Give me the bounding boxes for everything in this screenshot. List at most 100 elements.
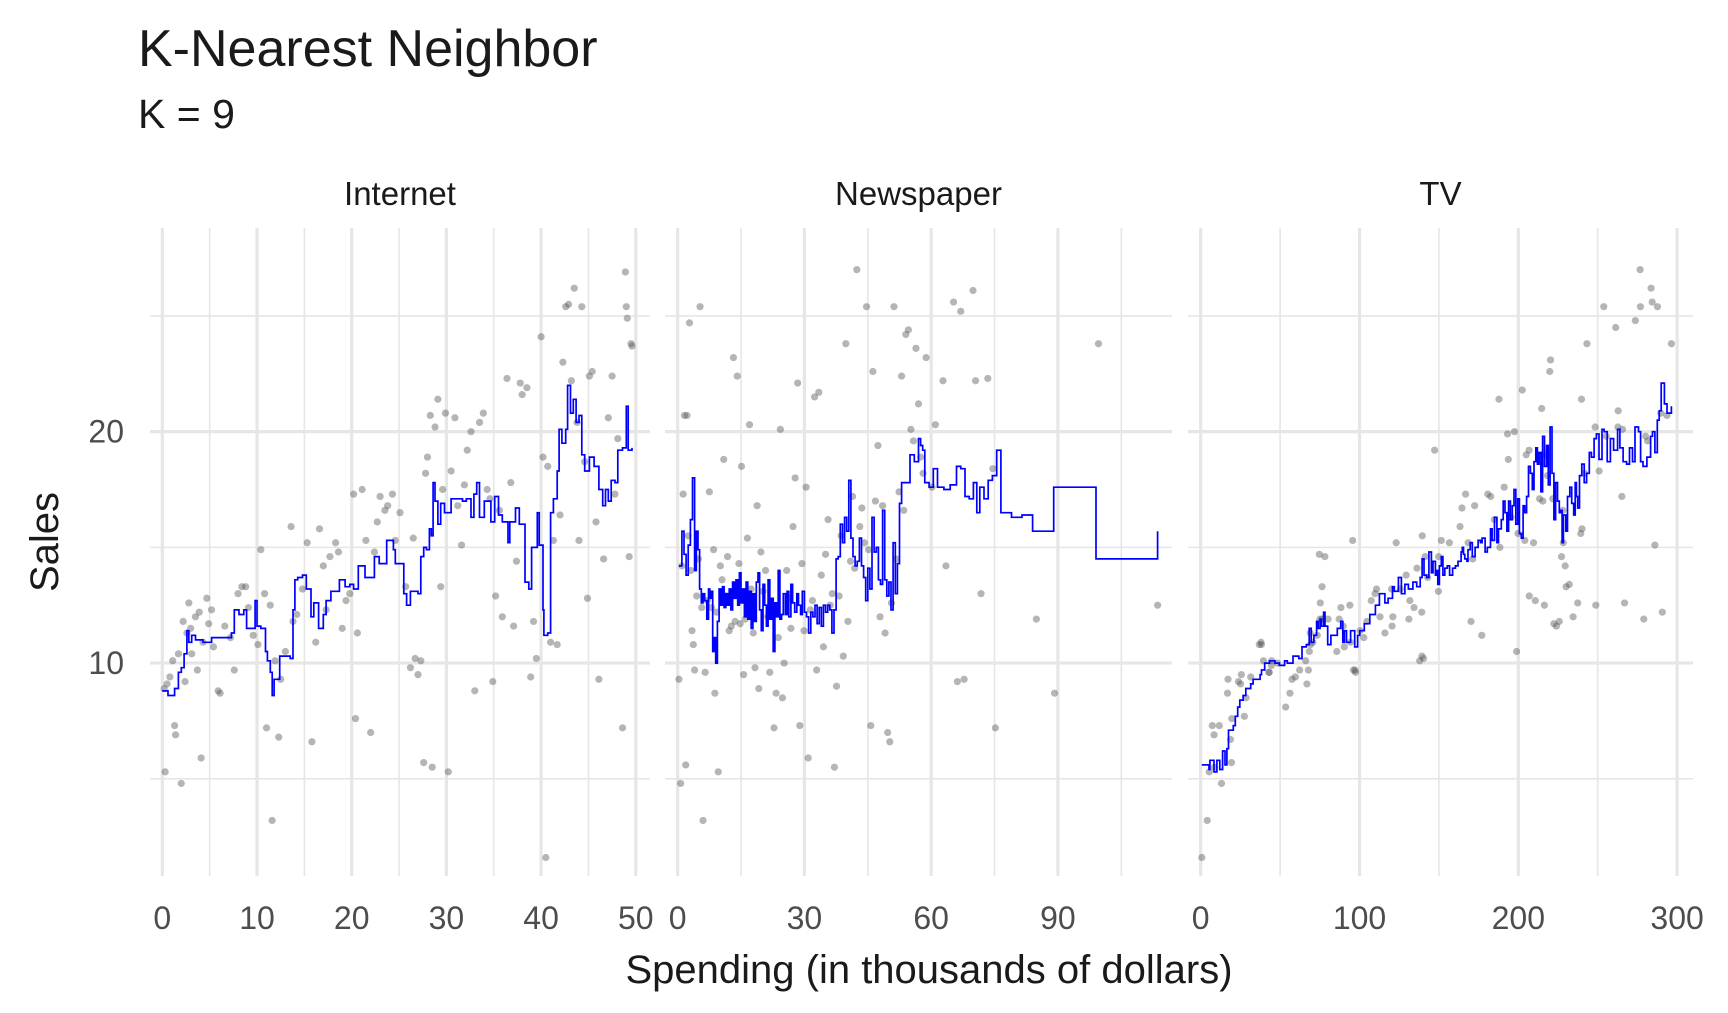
- data-point: [1437, 536, 1445, 545]
- data-point: [1316, 599, 1324, 607]
- data-point: [431, 423, 439, 431]
- data-point: [725, 627, 733, 635]
- data-point: [774, 634, 782, 642]
- data-point: [1653, 303, 1662, 311]
- data-point: [471, 687, 479, 695]
- data-point: [969, 286, 977, 295]
- x-tick-label: 200: [1492, 900, 1545, 936]
- data-point: [439, 485, 447, 494]
- data-point: [878, 502, 887, 510]
- data-point: [1434, 587, 1443, 595]
- data-point: [342, 597, 350, 605]
- data-point: [308, 738, 316, 746]
- data-point: [163, 680, 171, 688]
- data-point: [614, 435, 622, 443]
- data-point: [1495, 395, 1503, 403]
- data-point: [161, 768, 169, 776]
- facet-label-newspaper: Newspaper: [835, 175, 1002, 212]
- data-point: [856, 522, 864, 531]
- data-point: [441, 409, 450, 417]
- data-point: [753, 502, 761, 510]
- data-point: [971, 377, 980, 385]
- data-point: [1416, 657, 1424, 665]
- data-point: [1208, 721, 1216, 730]
- data-point: [454, 502, 462, 510]
- data-point: [319, 562, 327, 570]
- data-point: [1288, 675, 1296, 683]
- data-point: [977, 590, 985, 598]
- data-point: [406, 664, 415, 672]
- data-point: [813, 666, 821, 674]
- data-point: [1240, 712, 1248, 720]
- data-point: [696, 303, 704, 311]
- data-point: [275, 733, 283, 741]
- data-point: [675, 675, 683, 683]
- data-point: [1647, 284, 1655, 292]
- x-axis-label: Spending (in thousands of dollars): [625, 948, 1232, 992]
- data-point: [772, 689, 780, 697]
- data-point: [315, 525, 324, 533]
- data-point: [1595, 467, 1603, 475]
- data-point: [1340, 643, 1348, 651]
- data-point: [1574, 599, 1582, 607]
- data-point: [1612, 323, 1620, 332]
- data-point: [890, 303, 898, 311]
- data-point: [912, 344, 920, 352]
- data-point: [1306, 629, 1314, 637]
- data-point: [1456, 522, 1464, 531]
- data-point: [242, 583, 250, 591]
- data-point: [1640, 615, 1648, 623]
- x-tick-label: 10: [239, 900, 275, 936]
- data-point: [1324, 615, 1332, 623]
- data-point: [787, 624, 795, 632]
- data-point: [1371, 590, 1379, 598]
- data-point: [1255, 640, 1263, 649]
- data-point: [437, 583, 445, 591]
- data-point: [1431, 446, 1439, 454]
- data-point: [953, 678, 961, 686]
- data-point: [203, 594, 211, 602]
- data-point: [249, 631, 257, 639]
- data-point: [1265, 668, 1273, 676]
- data-point: [1642, 432, 1650, 440]
- data-point: [1478, 631, 1486, 639]
- data-point: [1531, 597, 1539, 605]
- data-point: [1577, 395, 1586, 403]
- data-point: [766, 668, 774, 676]
- data-point: [503, 374, 511, 383]
- data-point: [423, 453, 432, 461]
- data-point: [1154, 601, 1162, 609]
- data-point: [1406, 597, 1414, 605]
- data-point: [957, 307, 965, 315]
- data-point: [984, 374, 992, 383]
- data-point: [960, 675, 968, 683]
- data-point: [411, 654, 419, 663]
- data-point: [510, 622, 518, 630]
- facet-panels: Internet 0 10 20 30 40 50 Newspaper 0 30 60 90 TV 0 10…: [88, 175, 1703, 936]
- data-point: [804, 754, 812, 762]
- knn-fit-line-tv: [1201, 382, 1673, 773]
- x-tick-label: 60: [913, 900, 949, 936]
- data-point: [871, 497, 880, 505]
- data-point: [1658, 608, 1666, 616]
- data-point: [353, 629, 361, 637]
- data-point: [332, 539, 340, 547]
- data-point: [467, 428, 475, 436]
- data-point: [685, 319, 694, 327]
- data-point: [475, 418, 484, 426]
- data-point: [789, 522, 797, 531]
- data-point: [776, 425, 784, 433]
- x-tick-label: 0: [669, 900, 687, 936]
- x-tick-label: 30: [787, 900, 823, 936]
- data-point: [1333, 647, 1341, 656]
- data-point: [842, 340, 850, 348]
- data-point: [1205, 768, 1213, 776]
- data-point: [1392, 539, 1400, 547]
- data-point: [1372, 585, 1381, 593]
- data-point: [214, 687, 222, 695]
- data-point: [931, 421, 940, 429]
- data-point: [755, 684, 763, 693]
- data-point: [865, 546, 873, 554]
- data-point: [444, 768, 452, 776]
- data-point: [367, 728, 375, 737]
